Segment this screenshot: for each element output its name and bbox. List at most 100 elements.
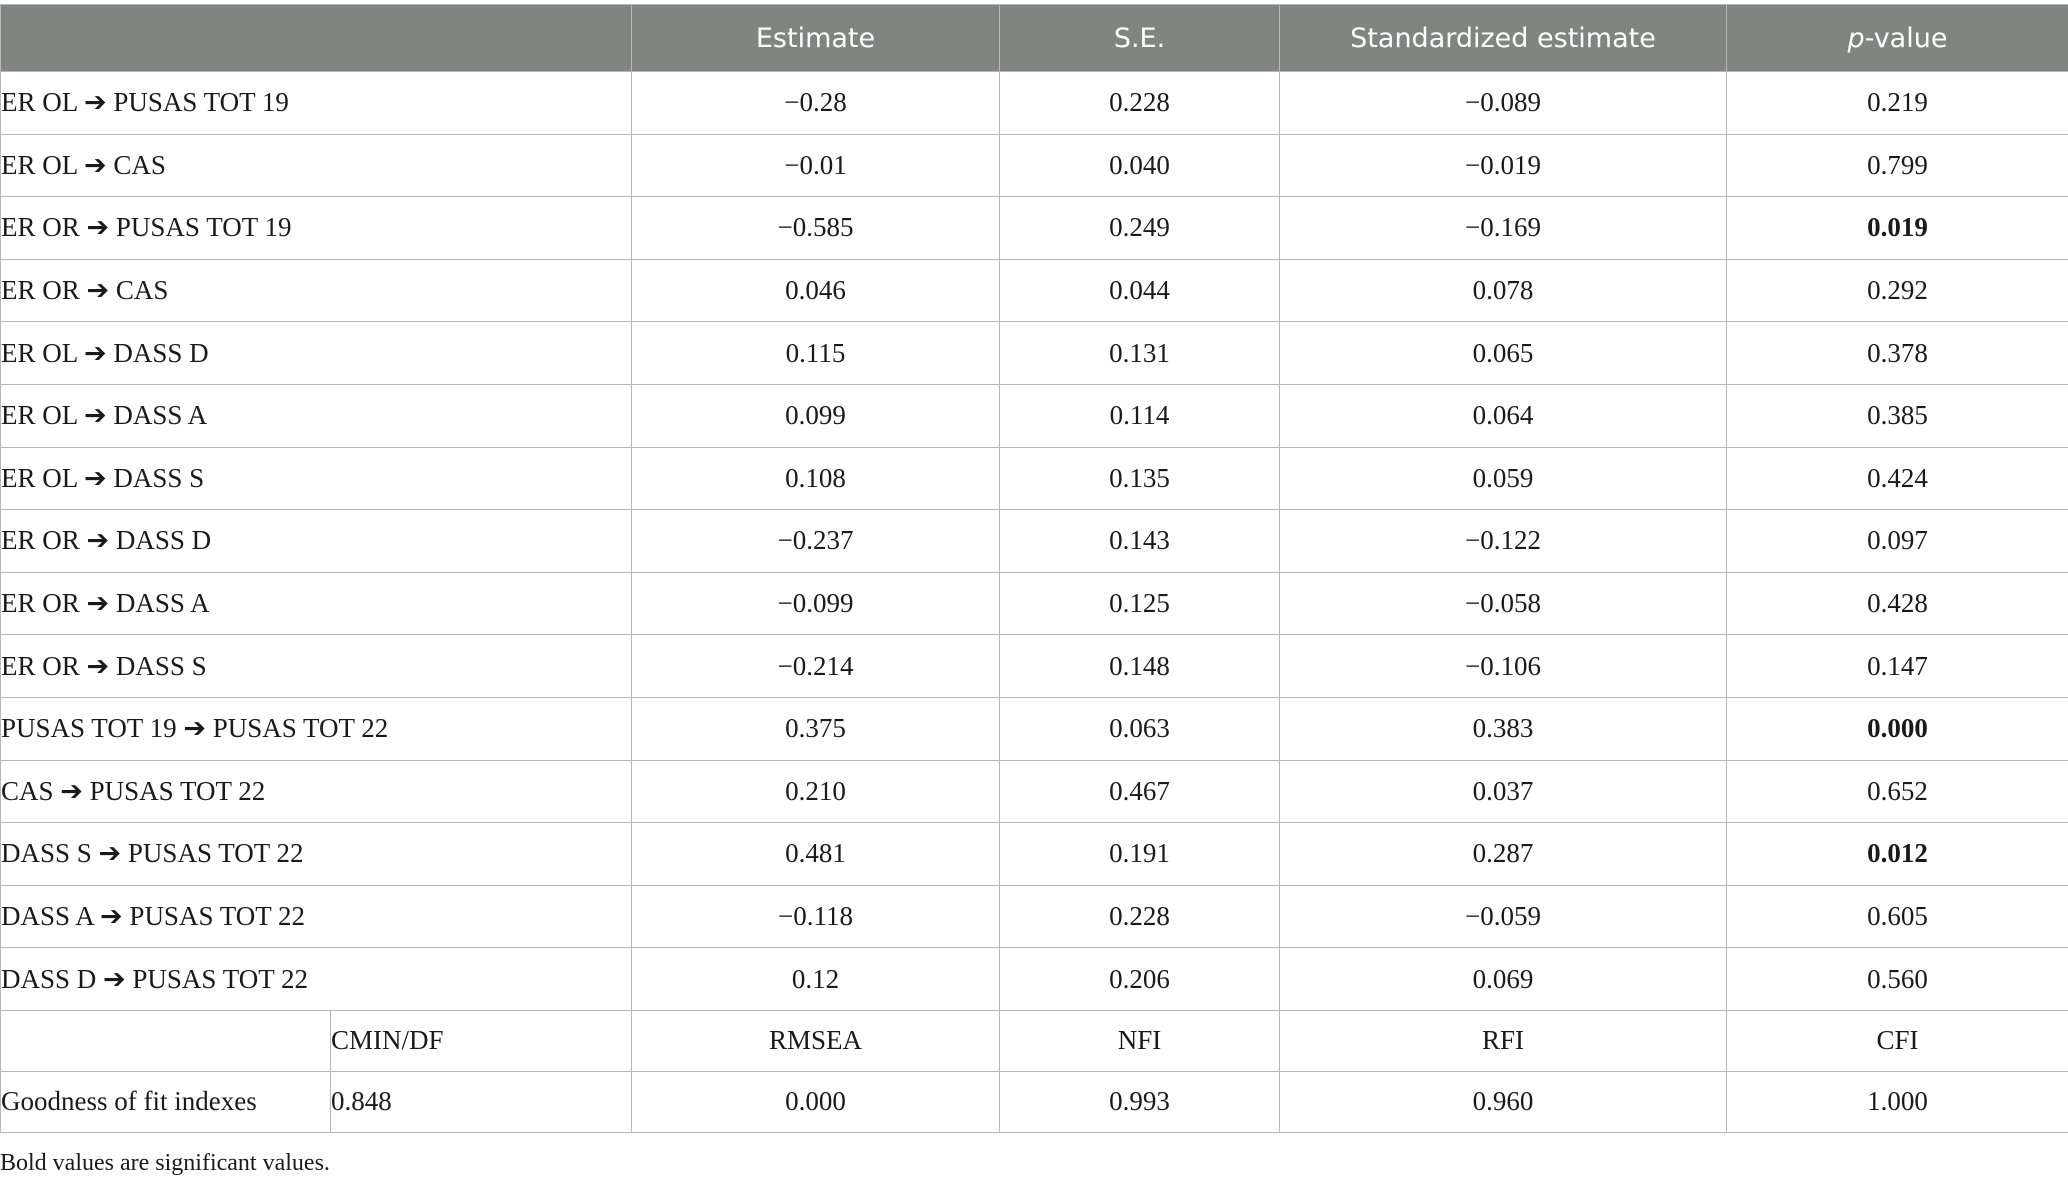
header-standardized-estimate: Standardized estimate: [1279, 4, 1727, 72]
fit-header-cfi: CFI: [1726, 1009, 2068, 1072]
table-row: DASS S ➔ PUSAS TOT 22 0.481 0.191 0.287 0.01…: [0, 822, 2068, 886]
cell-path: DASS A ➔ PUSAS TOT 22: [0, 884, 632, 949]
cell-path: ER OL ➔ DASS S: [0, 446, 632, 511]
cell-se: 0.125: [999, 571, 1280, 636]
cell-standardized-estimate: 0.069: [1279, 947, 1727, 1011]
table-row: ER OL ➔ PUSAS TOT 19 −0.28 0.228 −0.089 0.21…: [0, 71, 2068, 135]
cell-se: 0.040: [999, 133, 1280, 198]
cell-path: ER OL ➔ DASS A: [0, 383, 632, 448]
cell-estimate: −0.118: [631, 884, 1000, 949]
header-p-value: p-value: [1726, 4, 2068, 72]
table-header-row: Estimate S.E. Standardized estimate p-va…: [0, 4, 2068, 72]
fit-header-nfi: NFI: [999, 1009, 1280, 1072]
fit-index-values-row: Goodness of fit indexes 0.848 0.000 0.99…: [0, 1070, 2068, 1133]
cell-standardized-estimate: 0.064: [1279, 383, 1727, 448]
cell-se: 0.148: [999, 634, 1280, 698]
fit-header-rfi: RFI: [1279, 1009, 1727, 1072]
cell-path: ER OL ➔ PUSAS TOT 19: [0, 71, 632, 135]
cell-p-value: 0.292: [1726, 258, 2068, 323]
cell-p-value: 0.605: [1726, 884, 2068, 949]
cell-standardized-estimate: −0.106: [1279, 634, 1727, 698]
cell-standardized-estimate: −0.089: [1279, 71, 1727, 135]
table-footnote: Bold values are significant values.: [0, 1150, 330, 1176]
cell-p-value: 0.000: [1726, 696, 2068, 761]
cell-path: CAS ➔ PUSAS TOT 22: [0, 759, 632, 824]
fit-header-rmsea: RMSEA: [631, 1009, 1000, 1072]
cell-standardized-estimate: 0.078: [1279, 258, 1727, 323]
cell-estimate: 0.046: [631, 258, 1000, 323]
fit-value-cmin-df: 0.848: [330, 1070, 632, 1133]
table-row: DASS D ➔ PUSAS TOT 22 0.12 0.206 0.069 0.560: [0, 947, 2068, 1011]
cell-path: ER OR ➔ PUSAS TOT 19: [0, 196, 632, 260]
cell-p-value: 0.219: [1726, 71, 2068, 135]
cell-path: ER OR ➔ DASS A: [0, 571, 632, 636]
cell-se: 0.228: [999, 884, 1280, 949]
fit-header-cmin-df: CMIN/DF: [330, 1009, 632, 1072]
fit-values-label: Goodness of fit indexes: [0, 1070, 331, 1133]
cell-standardized-estimate: −0.019: [1279, 133, 1727, 198]
cell-estimate: −0.214: [631, 634, 1000, 698]
cell-se: 0.044: [999, 258, 1280, 323]
cell-standardized-estimate: 0.287: [1279, 822, 1727, 886]
cell-standardized-estimate: −0.122: [1279, 509, 1727, 573]
cell-path: PUSAS TOT 19 ➔ PUSAS TOT 22: [0, 696, 632, 761]
table-body: ER OL ➔ PUSAS TOT 19 −0.28 0.228 −0.089 0.21…: [0, 71, 2068, 1133]
cell-path: ER OR ➔ DASS D: [0, 509, 632, 573]
cell-standardized-estimate: 0.065: [1279, 321, 1727, 385]
cell-p-value: 0.424: [1726, 446, 2068, 511]
cell-se: 0.228: [999, 71, 1280, 135]
cell-p-value: 0.019: [1726, 196, 2068, 260]
cell-se: 0.206: [999, 947, 1280, 1011]
cell-se: 0.131: [999, 321, 1280, 385]
cell-p-value: 0.560: [1726, 947, 2068, 1011]
fit-value-nfi: 0.993: [999, 1070, 1280, 1133]
cell-estimate: −0.01: [631, 133, 1000, 198]
cell-estimate: 0.375: [631, 696, 1000, 761]
table-row: PUSAS TOT 19 ➔ PUSAS TOT 22 0.375 0.063 0.3…: [0, 696, 2068, 761]
header-path: [0, 4, 632, 72]
cell-p-value: 0.385: [1726, 383, 2068, 448]
cell-p-value: 0.799: [1726, 133, 2068, 198]
cell-path: ER OR ➔ DASS S: [0, 634, 632, 698]
table-row: DASS A ➔ PUSAS TOT 22 −0.118 0.228 −0.059 0.…: [0, 884, 2068, 949]
cell-estimate: 0.481: [631, 822, 1000, 886]
cell-standardized-estimate: −0.058: [1279, 571, 1727, 636]
header-p-rest: -value: [1864, 22, 1948, 54]
cell-standardized-estimate: 0.059: [1279, 446, 1727, 511]
cell-path: ER OR ➔ CAS: [0, 258, 632, 323]
table-row: ER OL ➔ DASS D 0.115 0.131 0.065 0.378: [0, 321, 2068, 385]
cell-estimate: −0.099: [631, 571, 1000, 636]
fit-value-rmsea: 0.000: [631, 1070, 1000, 1133]
cell-estimate: −0.585: [631, 196, 1000, 260]
cell-path: ER OL ➔ CAS: [0, 133, 632, 198]
header-p-italic: p: [1847, 22, 1865, 54]
cell-p-value: 0.378: [1726, 321, 2068, 385]
cell-estimate: 0.108: [631, 446, 1000, 511]
fit-value-cfi: 1.000: [1726, 1070, 2068, 1133]
cell-p-value: 0.012: [1726, 822, 2068, 886]
cell-se: 0.143: [999, 509, 1280, 573]
cell-estimate: 0.099: [631, 383, 1000, 448]
header-se: S.E.: [999, 4, 1280, 72]
cell-estimate: −0.237: [631, 509, 1000, 573]
cell-estimate: −0.28: [631, 71, 1000, 135]
header-estimate: Estimate: [631, 4, 1000, 72]
cell-standardized-estimate: 0.037: [1279, 759, 1727, 824]
cell-p-value: 0.097: [1726, 509, 2068, 573]
table-row: ER OL ➔ DASS A 0.099 0.114 0.064 0.385: [0, 383, 2068, 448]
sem-results-table: Estimate S.E. Standardized estimate p-va…: [0, 4, 2068, 1133]
cell-estimate: 0.12: [631, 947, 1000, 1011]
cell-standardized-estimate: −0.169: [1279, 196, 1727, 260]
table-row: ER OR ➔ PUSAS TOT 19 −0.585 0.249 −0.169 0.0…: [0, 196, 2068, 260]
cell-p-value: 0.652: [1726, 759, 2068, 824]
cell-path: ER OL ➔ DASS D: [0, 321, 632, 385]
cell-estimate: 0.115: [631, 321, 1000, 385]
cell-se: 0.249: [999, 196, 1280, 260]
cell-standardized-estimate: 0.383: [1279, 696, 1727, 761]
table-row: ER OL ➔ DASS S 0.108 0.135 0.059 0.424: [0, 446, 2068, 511]
fit-header-empty: [0, 1009, 331, 1072]
table-row: ER OR ➔ DASS S −0.214 0.148 −0.106 0.147: [0, 634, 2068, 698]
fit-value-rfi: 0.960: [1279, 1070, 1727, 1133]
fit-index-header-row: CMIN/DF RMSEA NFI RFI CFI: [0, 1009, 2068, 1072]
cell-path: DASS S ➔ PUSAS TOT 22: [0, 822, 632, 886]
